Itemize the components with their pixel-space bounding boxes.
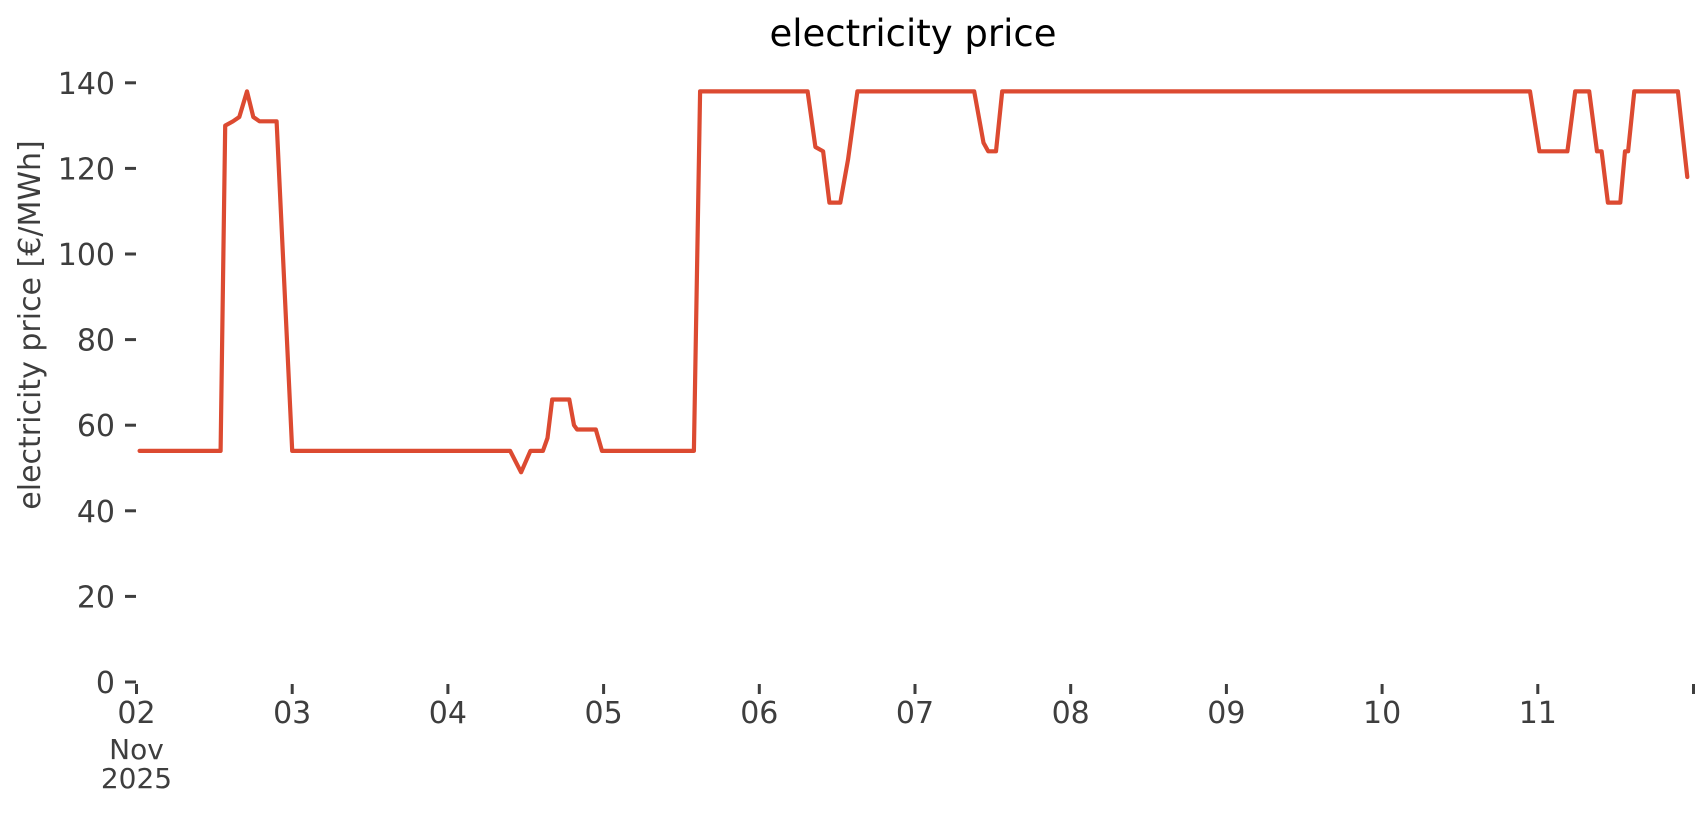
- x-tick-label: 11: [1519, 696, 1557, 731]
- x-tick-label: 05: [585, 696, 623, 731]
- y-tick-label: 100: [58, 238, 115, 273]
- y-tick-label: 80: [77, 324, 115, 359]
- y-tick-label: 120: [58, 152, 115, 187]
- y-axis-label: electricity price [€/MWh]: [13, 140, 48, 509]
- x-year-label: 2025: [101, 762, 172, 795]
- x-tick-label: 07: [896, 696, 934, 731]
- x-axis-ticks: 02 03 04 05 06 07 08 09 10 11: [117, 684, 1695, 731]
- y-tick-label: 20: [77, 580, 115, 615]
- price-line: [137, 89, 1690, 475]
- x-tick-label: 04: [429, 696, 467, 731]
- chart-title: electricity price: [769, 12, 1056, 55]
- x-tick-label: 09: [1207, 696, 1245, 731]
- x-tick-label: 06: [740, 696, 778, 731]
- y-tick-label: 40: [77, 495, 115, 530]
- y-tick-label: 140: [58, 67, 115, 102]
- y-tick-label: 0: [96, 666, 115, 701]
- y-tick-label: 60: [77, 409, 115, 444]
- x-tick-label: 03: [273, 696, 311, 731]
- x-month-label: Nov: [109, 733, 164, 766]
- y-axis-ticks: 0 20 40 60 80 100 120 140: [58, 67, 136, 701]
- x-tick-label: 10: [1363, 696, 1401, 731]
- x-tick-label: 02: [117, 696, 155, 731]
- x-tick-label: 08: [1052, 696, 1090, 731]
